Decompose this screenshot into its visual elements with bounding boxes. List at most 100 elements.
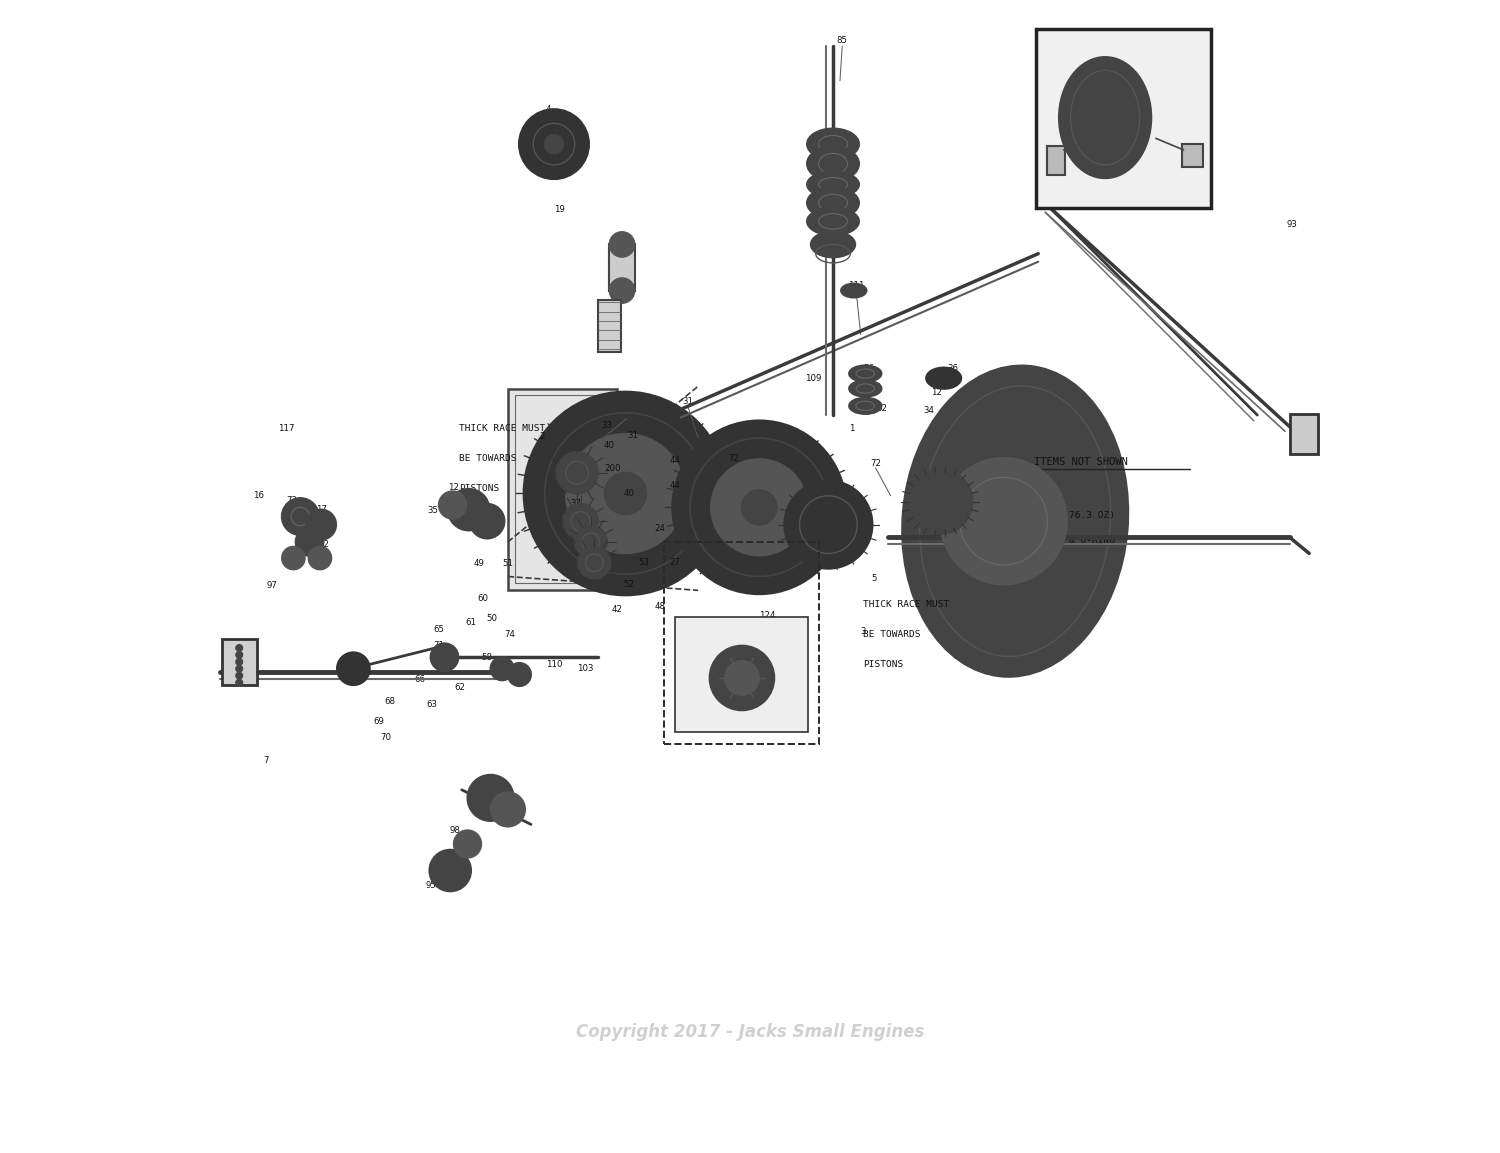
Circle shape	[296, 528, 324, 556]
Text: 60: 60	[477, 594, 488, 603]
Text: BE TOWARDS: BE TOWARDS	[459, 454, 518, 464]
Text: 62: 62	[454, 683, 465, 692]
Text: 40: 40	[624, 489, 634, 498]
Bar	[598, 300, 621, 352]
Text: 31: 31	[627, 431, 638, 440]
Circle shape	[524, 392, 728, 595]
Text: 72: 72	[318, 540, 328, 549]
Circle shape	[609, 278, 634, 303]
Ellipse shape	[807, 129, 859, 160]
Text: 68: 68	[386, 696, 396, 706]
Text: 11: 11	[828, 169, 839, 179]
Text: 73: 73	[286, 496, 298, 505]
Text: ITEMS NOT SHOWN: ITEMS NOT SHOWN	[1034, 457, 1128, 467]
Text: 95: 95	[424, 881, 436, 890]
Circle shape	[236, 672, 243, 679]
Circle shape	[438, 491, 466, 519]
Bar	[663, 542, 819, 744]
Text: 72: 72	[870, 459, 880, 468]
Text: 48: 48	[654, 602, 666, 611]
Text: 52: 52	[624, 580, 634, 589]
Bar	[1182, 144, 1203, 167]
Text: 53: 53	[639, 558, 650, 567]
Circle shape	[562, 504, 598, 538]
Ellipse shape	[812, 232, 855, 257]
Ellipse shape	[807, 208, 859, 235]
Text: THICK RACE MUST: THICK RACE MUST	[459, 424, 546, 434]
Text: 14: 14	[828, 210, 839, 219]
Circle shape	[604, 473, 646, 514]
Text: 200: 200	[604, 464, 621, 473]
Circle shape	[338, 653, 369, 685]
Circle shape	[236, 645, 243, 651]
Text: 28: 28	[827, 505, 837, 514]
Text: 31: 31	[682, 397, 693, 406]
Text: 32: 32	[468, 495, 478, 504]
Text: 98: 98	[450, 826, 460, 835]
Text: 97: 97	[266, 581, 278, 590]
Circle shape	[490, 657, 513, 680]
Text: 5: 5	[600, 341, 604, 351]
Circle shape	[519, 110, 588, 179]
Circle shape	[309, 547, 332, 570]
Text: 6 – SEALANT: 6 – SEALANT	[976, 485, 1041, 495]
Text: 35: 35	[427, 506, 438, 515]
Circle shape	[470, 504, 504, 538]
Text: 72: 72	[729, 454, 740, 464]
Text: 2: 2	[540, 432, 544, 442]
Bar	[675, 617, 807, 732]
Text: 37: 37	[570, 499, 582, 508]
Circle shape	[724, 661, 759, 695]
Text: 66: 66	[414, 675, 426, 684]
Bar	[222, 639, 256, 685]
Text: 7: 7	[262, 756, 268, 766]
Bar	[1047, 146, 1065, 175]
Text: 96: 96	[284, 557, 294, 566]
Text: 1: 1	[849, 424, 853, 434]
Circle shape	[509, 663, 531, 686]
Circle shape	[566, 434, 686, 553]
Text: 128: 128	[1156, 134, 1173, 143]
Circle shape	[282, 498, 320, 535]
Text: 93: 93	[246, 648, 258, 657]
Text: 4: 4	[546, 105, 550, 114]
Text: 12: 12	[448, 483, 459, 492]
Text: 37: 37	[585, 548, 597, 557]
Circle shape	[236, 679, 243, 686]
Text: 33: 33	[602, 421, 612, 430]
Circle shape	[430, 643, 459, 671]
Circle shape	[468, 775, 513, 821]
Text: 10: 10	[828, 188, 839, 197]
Text: 70: 70	[380, 733, 392, 743]
Text: 99: 99	[438, 860, 448, 869]
Text: 85: 85	[837, 36, 848, 45]
Text: 29: 29	[801, 526, 812, 535]
Text: 69: 69	[374, 717, 384, 726]
Text: 13: 13	[831, 150, 842, 159]
Text: 65: 65	[442, 663, 453, 672]
Text: 61: 61	[465, 618, 477, 627]
Circle shape	[453, 830, 482, 858]
Text: 3: 3	[859, 627, 865, 636]
Text: 37: 37	[585, 522, 597, 532]
Text: 57 – 20W50 OIL (76.3 OZ): 57 – 20W50 OIL (76.3 OZ)	[976, 511, 1114, 520]
Ellipse shape	[927, 368, 962, 389]
Text: 74: 74	[504, 630, 516, 639]
Text: 117: 117	[278, 424, 294, 434]
Circle shape	[711, 459, 807, 556]
Text: 63: 63	[426, 700, 438, 709]
Text: 12: 12	[932, 387, 942, 397]
Text: 103: 103	[578, 664, 594, 673]
Text: 27: 27	[669, 558, 681, 567]
Bar	[514, 395, 610, 583]
Text: 19: 19	[555, 205, 566, 214]
Text: 34: 34	[922, 406, 934, 415]
Text: 41: 41	[824, 523, 834, 533]
Text: 73: 73	[348, 668, 358, 677]
Text: 32: 32	[876, 404, 886, 413]
Text: THICK RACE MUST: THICK RACE MUST	[862, 600, 950, 609]
Circle shape	[429, 850, 471, 891]
Ellipse shape	[842, 284, 867, 297]
Bar	[509, 389, 618, 590]
Text: 59: 59	[496, 664, 507, 673]
